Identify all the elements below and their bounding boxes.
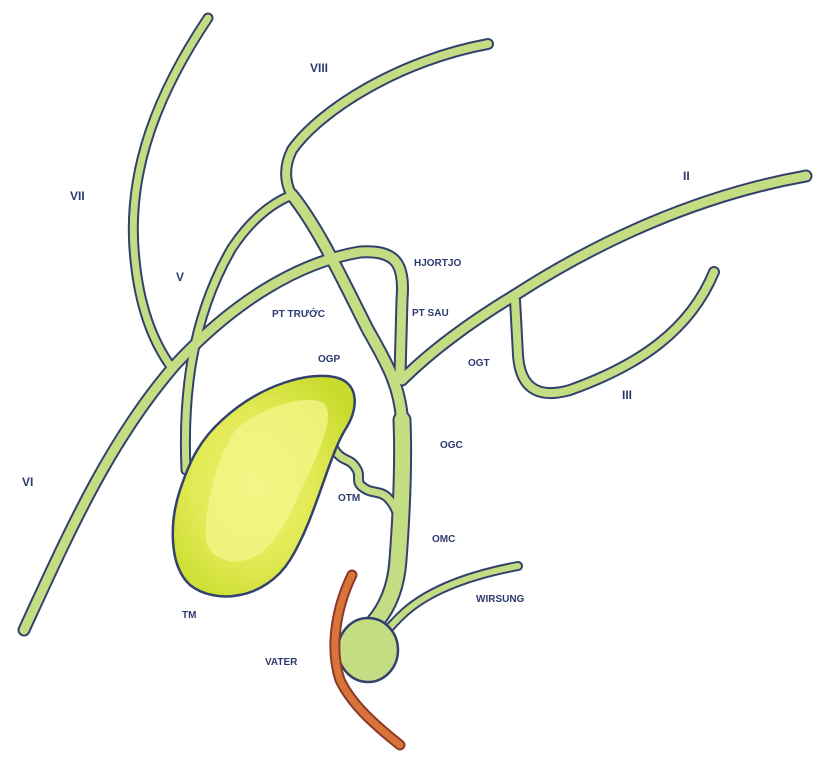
label-pt-sau: PT SAU bbox=[412, 308, 449, 319]
duct-vii bbox=[129, 14, 212, 372]
label-otm: OTM bbox=[338, 493, 361, 504]
duct-vi bbox=[19, 247, 407, 635]
label-ogt: OGT bbox=[468, 358, 490, 369]
duct-outlines bbox=[17, 12, 813, 645]
label-vii: VII bbox=[70, 189, 85, 203]
duodenum-strip bbox=[331, 571, 404, 749]
duct-iii bbox=[511, 268, 718, 398]
duct-ii bbox=[397, 171, 811, 385]
duct-v bbox=[181, 191, 296, 474]
label-iii: III bbox=[622, 388, 633, 402]
duct-ii-outline bbox=[395, 169, 813, 387]
duct-right-anterior bbox=[287, 190, 407, 425]
label-pt-truoc: PT TRƯỚC bbox=[272, 309, 325, 320]
label-vi: VI bbox=[22, 475, 34, 489]
label-v: V bbox=[176, 270, 185, 284]
duct-fills bbox=[19, 14, 811, 643]
label-ogp: OGP bbox=[318, 354, 341, 365]
label-viii: VIII bbox=[310, 61, 329, 75]
duct-common-bile bbox=[367, 412, 411, 630]
gallbladder bbox=[171, 374, 356, 598]
label-ogc: OGC bbox=[440, 440, 463, 451]
ampulla bbox=[336, 616, 400, 684]
label-vater: VATER bbox=[265, 657, 298, 668]
label-ii: II bbox=[683, 169, 690, 183]
label-wirsung: WIRSUNG bbox=[476, 594, 525, 605]
label-omc: OMC bbox=[432, 534, 456, 545]
label-tm: TM bbox=[182, 610, 197, 621]
ampulla-bulb bbox=[336, 616, 400, 684]
duodenum-wall bbox=[329, 569, 406, 751]
label-hjortjo: HJORTJO bbox=[414, 258, 462, 269]
gallbladder-highlight bbox=[205, 399, 329, 562]
duct-viii bbox=[282, 40, 492, 204]
